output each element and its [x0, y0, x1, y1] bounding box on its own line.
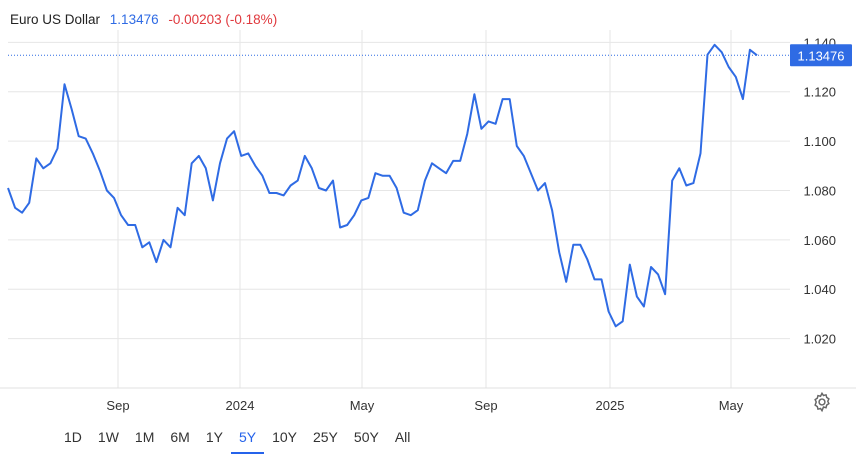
last-price-badge-label: 1.13476	[798, 48, 845, 63]
y-tick-label: 1.100	[803, 134, 836, 149]
current-price: 1.13476	[109, 12, 159, 27]
x-tick-label: 2025	[596, 398, 625, 413]
x-tick-label: Sep	[474, 398, 497, 413]
y-tick-label: 1.060	[803, 233, 836, 248]
instrument-title: Euro US Dollar	[10, 12, 101, 27]
range-10y-button[interactable]: 10Y	[264, 424, 305, 450]
grid	[0, 30, 856, 389]
last-price-badge	[790, 44, 852, 67]
x-tick-label: May	[719, 398, 744, 413]
range-1m-button[interactable]: 1M	[127, 424, 162, 450]
y-tick-label: 1.020	[803, 332, 836, 347]
x-tick-label: 2024	[226, 398, 255, 413]
time-range-selector: 1D 1W 1M 6M 1Y 5Y 10Y 25Y 50Y All	[56, 422, 419, 454]
price-change: -0.00203 (-0.18%)	[168, 12, 278, 27]
x-axis: Sep 2024 May Sep 2025 May	[106, 398, 743, 413]
range-25y-button[interactable]: 25Y	[305, 424, 346, 450]
range-1y-button[interactable]: 1Y	[198, 424, 231, 450]
range-1w-button[interactable]: 1W	[90, 424, 127, 450]
y-tick-label: 1.080	[803, 183, 836, 198]
range-all-button[interactable]: All	[387, 424, 419, 450]
price-line-layer	[7, 43, 758, 328]
y-tick-label: 1.040	[803, 282, 836, 297]
range-50y-button[interactable]: 50Y	[346, 424, 387, 450]
chart-header: Euro US Dollar 1.13476 -0.00203 (-0.18%)	[10, 12, 283, 27]
range-6m-button[interactable]: 6M	[162, 424, 197, 450]
range-5y-button[interactable]: 5Y	[230, 424, 265, 454]
last-price-marker: 1.13476	[8, 44, 852, 67]
range-1d-button[interactable]: 1D	[56, 424, 90, 450]
price-line	[7, 43, 758, 328]
y-tick-label: 1.120	[803, 85, 836, 100]
gear-icon[interactable]	[811, 391, 833, 413]
x-tick-label: Sep	[106, 398, 129, 413]
x-tick-label: May	[350, 398, 375, 413]
